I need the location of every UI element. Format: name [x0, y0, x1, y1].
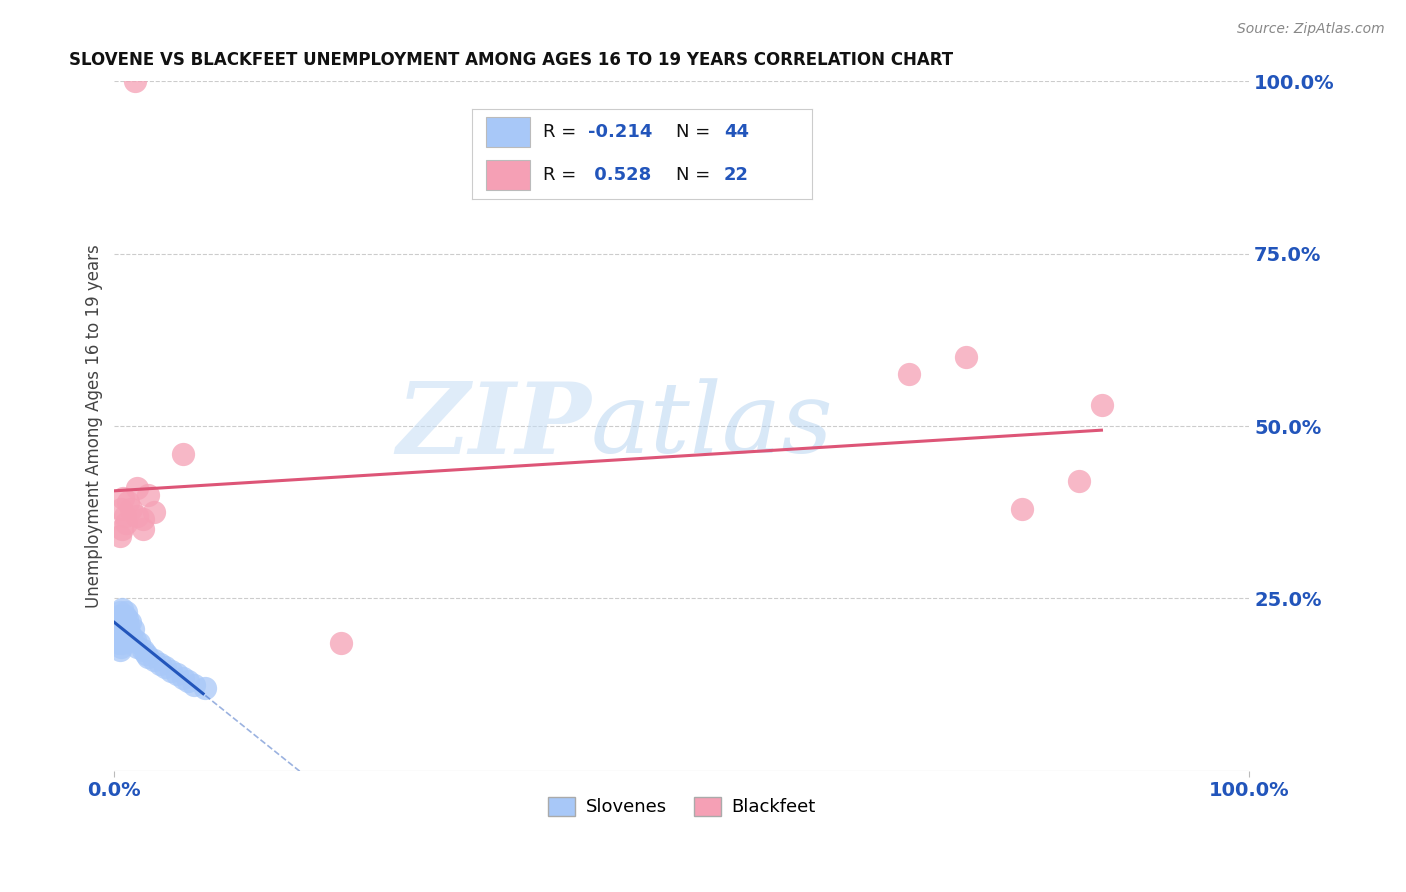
- Point: [117, 619, 139, 633]
- Point: [107, 615, 129, 630]
- Text: SLOVENE VS BLACKFEET UNEMPLOYMENT AMONG AGES 16 TO 19 YEARS CORRELATION CHART: SLOVENE VS BLACKFEET UNEMPLOYMENT AMONG …: [69, 51, 953, 69]
- Point: [1091, 398, 1114, 412]
- Point: [105, 625, 128, 640]
- Point: [143, 505, 166, 519]
- Point: [121, 623, 143, 637]
- Point: [127, 508, 149, 523]
- Point: [114, 623, 136, 637]
- Point: [108, 615, 131, 630]
- Point: [183, 677, 205, 691]
- Point: [132, 523, 155, 537]
- Point: [112, 491, 135, 506]
- Point: [110, 640, 132, 654]
- Point: [107, 629, 129, 643]
- Point: [111, 601, 134, 615]
- Point: [110, 501, 132, 516]
- Point: [166, 667, 188, 681]
- Point: [172, 671, 194, 685]
- Point: [128, 636, 150, 650]
- Point: [155, 660, 177, 674]
- Point: [114, 508, 136, 523]
- Point: [138, 488, 160, 502]
- Point: [897, 368, 920, 382]
- Point: [120, 615, 142, 630]
- Point: [114, 516, 136, 530]
- Point: [120, 501, 142, 516]
- Point: [111, 623, 134, 637]
- Point: [118, 625, 141, 640]
- Point: [194, 681, 217, 695]
- Point: [124, 74, 146, 88]
- Point: [108, 529, 131, 543]
- Text: atlas: atlas: [591, 378, 834, 474]
- Point: [114, 605, 136, 619]
- Point: [115, 612, 138, 626]
- Point: [111, 523, 134, 537]
- Point: [138, 649, 160, 664]
- Point: [108, 619, 131, 633]
- Point: [132, 512, 155, 526]
- Point: [108, 608, 131, 623]
- Point: [108, 605, 131, 619]
- Point: [135, 647, 157, 661]
- Point: [108, 636, 131, 650]
- Text: ZIP: ZIP: [396, 378, 591, 475]
- Point: [108, 629, 131, 643]
- Point: [111, 636, 134, 650]
- Point: [120, 629, 142, 643]
- Point: [132, 643, 155, 657]
- Point: [149, 657, 172, 671]
- Text: Source: ZipAtlas.com: Source: ZipAtlas.com: [1237, 22, 1385, 37]
- Y-axis label: Unemployment Among Ages 16 to 19 years: Unemployment Among Ages 16 to 19 years: [86, 244, 103, 607]
- Point: [1011, 501, 1033, 516]
- Point: [127, 640, 149, 654]
- Point: [110, 625, 132, 640]
- Point: [160, 664, 183, 678]
- Point: [112, 615, 135, 630]
- Point: [955, 350, 977, 364]
- Point: [1067, 474, 1090, 488]
- Point: [115, 629, 138, 643]
- Point: [114, 608, 136, 623]
- Legend: Slovenes, Blackfeet: Slovenes, Blackfeet: [540, 790, 823, 823]
- Point: [112, 629, 135, 643]
- Point: [117, 495, 139, 509]
- Point: [114, 619, 136, 633]
- Point: [143, 653, 166, 667]
- Point: [124, 632, 146, 647]
- Point: [110, 612, 132, 626]
- Point: [172, 447, 194, 461]
- Point: [330, 636, 353, 650]
- Point: [108, 643, 131, 657]
- Point: [127, 481, 149, 495]
- Point: [177, 674, 200, 689]
